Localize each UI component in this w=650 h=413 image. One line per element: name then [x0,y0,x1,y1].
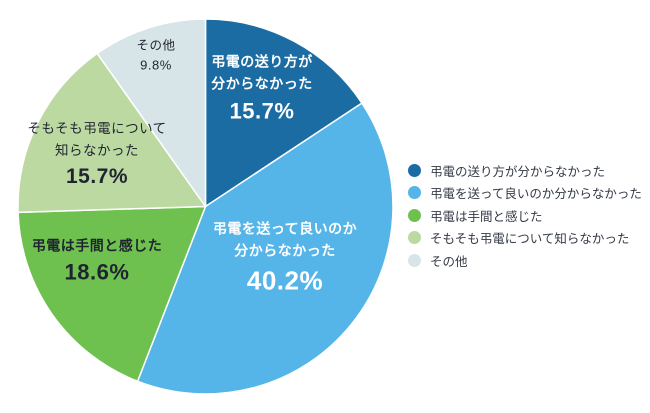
pie-slice-1 [204,18,363,208]
slice-label-text: 弔電を送って良いのか [212,220,358,237]
legend-label: 弔電の送り方が分からなかった [430,164,606,179]
slice-label-5: その他 9.8% [136,36,175,75]
pie-slice-5 [96,18,207,208]
legend-label: そもそも弔電について知らなかった [430,232,630,247]
slice-label-text: 知らなかった [54,142,139,158]
chart-legend: 弔電の送り方が分からなかった弔電を送って良いのか分からなかった 弔電は手間と感じた… [408,159,642,272]
slice-percentage: 15.7% [65,164,129,188]
legend-label: その他 [430,254,468,269]
pie-slice-4 [17,52,207,214]
slice-label-text: 分からなかった [211,75,313,92]
legend-label: 弔電を送って良いのか分からなかった [430,187,642,202]
slice-label-text: 弔電は手間と感じた [31,237,163,254]
legend-item-1: 弔電の送り方が分からなかった [408,159,642,182]
slice-percentage: 18.6% [64,259,130,285]
slice-percentage: 15.7% [229,98,295,124]
slice-percentage: 9.8% [140,57,172,73]
legend-color-dot [408,163,421,177]
slice-label-1: 弔電の送り方が 分からなかった 15.7% [211,50,313,125]
legend-color-dot [408,253,421,267]
slice-label-text: 分からなかった [234,243,336,260]
legend-color-dot [408,186,421,200]
slice-percentage: 40.2% [246,265,324,296]
legend-item-2: 弔電を送って良いのか分からなかった [408,182,642,205]
slice-label-4: そもそも弔電について 知らなかった 15.7% [27,118,166,190]
slice-label-2: 弔電を送って良いのか 分からなかった 40.2% [213,218,357,299]
pie-slice-3 [17,205,207,383]
legend-item-4: そもそも弔電について知らなかった [408,227,642,250]
legend-item-5: その他 [408,249,642,272]
slice-label-text: その他 [136,38,176,53]
slice-label-text: 弔電の送り方が [211,53,313,70]
slice-label-3: 弔電は手間と感じた 18.6% [32,235,163,288]
legend-label: 弔電は手間と感じた [430,209,543,224]
legend-color-dot [408,231,421,245]
pie-chart-svg [17,18,394,395]
pie-chart: 弔電の送り方が 分からなかった 15.7% 弔電を送って良いのか 分からなかった 40.2… [17,18,394,395]
slice-label-text: そもそも弔電について [27,120,167,136]
legend-item-3: 弔電は手間と感じた [408,204,642,227]
pie-slice-2 [136,102,394,395]
legend-color-dot [408,208,421,222]
